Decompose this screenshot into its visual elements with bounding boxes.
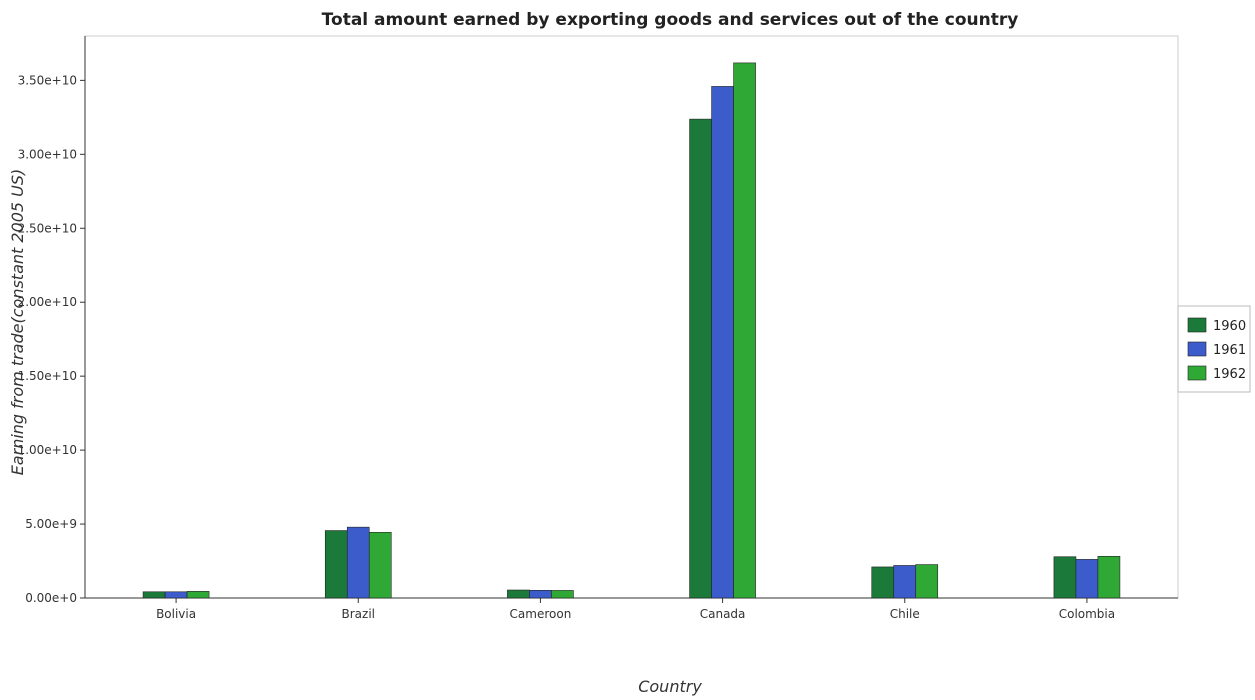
bar-brazil-1960 (324, 530, 348, 599)
bar-cameroon-1961 (529, 590, 552, 599)
x-axis-label: Country (638, 677, 702, 696)
y-tick-label: 5.00e+9 (25, 517, 77, 531)
legend-label-1960: 1960 (1213, 319, 1246, 334)
x-tick-label-chile: Chile (890, 607, 920, 621)
chart-title: Total amount earned by exporting goods a… (322, 10, 1019, 30)
bar-cameroon-1962 (551, 590, 574, 599)
x-axis: Bolivia Brazil Cameroon Canada Chile Colombia (85, 597, 1178, 621)
legend-label-1961: 1961 (1213, 343, 1246, 358)
bar-colombia-1961 (1075, 559, 1099, 599)
bar-bolivia-1962 (186, 591, 210, 599)
legend-label-1962: 1962 (1213, 367, 1246, 382)
bar-brazil-1961 (346, 526, 370, 599)
bar-colombia-1960 (1053, 556, 1077, 599)
y-axis: 0.00e+0 5.00e+9 1.00e+10 1.50e+10 2.00e+10 2.… (18, 36, 86, 605)
bar-brazil-1962 (368, 532, 392, 599)
x-tick-label-brazil: Brazil (342, 607, 376, 621)
bar-canada-1962 (733, 62, 756, 599)
y-tick-label: 3.50e+10 (18, 73, 77, 87)
y-axis-label: Earning from trade(constant 2005 US) (8, 169, 27, 476)
legend-swatch-1961 (1187, 341, 1207, 357)
bar-chile-1960 (871, 566, 895, 599)
y-tick-label: 3.00e+10 (18, 147, 77, 161)
bar-bolivia-1960 (142, 591, 166, 599)
legend-swatch-1962 (1187, 365, 1207, 381)
bar-chile-1961 (893, 565, 917, 599)
y-tick-label: 2.00e+10 (18, 295, 77, 309)
x-tick-label-canada: Canada (700, 607, 746, 621)
bar-chile-1962 (915, 564, 939, 599)
y-tick-label: 2.50e+10 (18, 221, 77, 235)
y-tick-label: 0.00e+0 (25, 591, 77, 605)
bar-bolivia-1961 (164, 591, 188, 599)
bars (142, 62, 1121, 599)
y-tick-label: 1.50e+10 (18, 369, 77, 383)
legend: 1960 1961 1962 (1177, 305, 1251, 393)
x-tick-label-bolivia: Bolivia (156, 607, 196, 621)
bar-cameroon-1960 (507, 589, 530, 599)
x-tick-label-cameroon: Cameroon (510, 607, 572, 621)
bar-colombia-1962 (1097, 555, 1121, 599)
bar-canada-1960 (689, 118, 712, 599)
y-tick-label: 1.00e+10 (18, 443, 77, 457)
x-tick-label-colombia: Colombia (1059, 607, 1115, 621)
legend-swatch-1960 (1187, 317, 1207, 333)
bar-canada-1961 (711, 86, 734, 599)
